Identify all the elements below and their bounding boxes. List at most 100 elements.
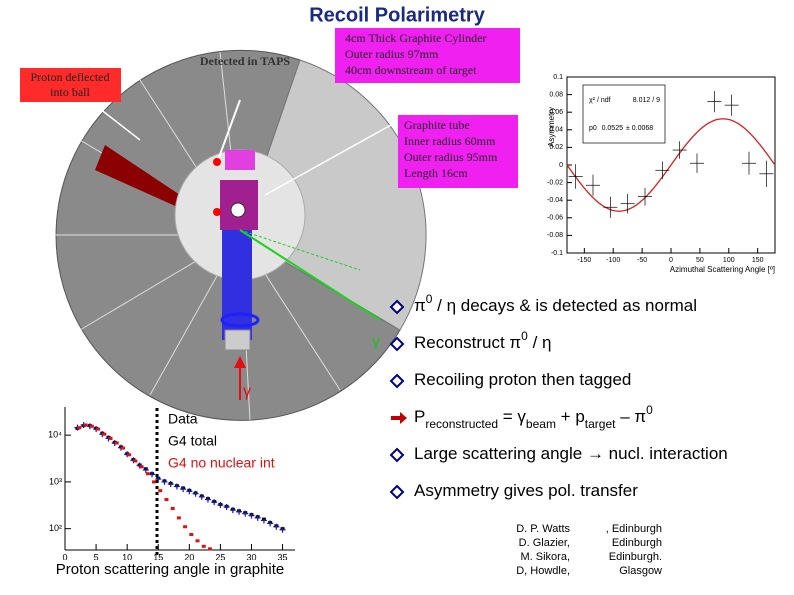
- text-part: / η: [528, 333, 552, 352]
- author-name: D, Howdle,: [516, 565, 570, 577]
- bullet: [389, 336, 405, 352]
- x-tick-label: 20: [184, 552, 194, 562]
- y-tick-label: 0.06: [549, 109, 563, 116]
- data-point: [236, 508, 243, 515]
- data-point: [183, 525, 188, 529]
- data-point: [279, 526, 286, 533]
- x-axis-label: Azimuthal Scattering Angle [º]: [670, 265, 775, 274]
- data-point: [198, 493, 205, 500]
- author-name: M. Sikora,: [520, 551, 570, 563]
- data-point: [114, 441, 119, 445]
- data-point: [273, 523, 280, 530]
- x-tick-label: 15: [153, 552, 163, 562]
- tube-ring: [220, 312, 260, 328]
- stats-text: 0.0525: [602, 125, 624, 132]
- data-point: [192, 490, 199, 497]
- gamma-track: [239, 229, 381, 321]
- callout-text: Inner radius 60mm: [404, 134, 496, 148]
- x-tick-label: -50: [637, 257, 647, 264]
- y-tick-label: 0.02: [549, 144, 563, 151]
- data-point: [145, 472, 150, 476]
- slide-title: Recoil Polarimetry: [309, 4, 486, 26]
- label-bg: [30, 560, 310, 580]
- legend-label: G4 total: [168, 433, 217, 449]
- text-part: Large scattering angle → nucl. interacti…: [414, 444, 728, 463]
- data-point: [204, 496, 211, 503]
- data-point: [127, 453, 132, 457]
- data-point: [89, 424, 94, 428]
- text-part: 0: [426, 292, 433, 306]
- data-point: [102, 432, 107, 436]
- author-place: Glasgow: [619, 565, 662, 577]
- stats-text: p0: [589, 125, 597, 132]
- data-point: [164, 498, 169, 502]
- bullet: [389, 373, 405, 389]
- x-tick-label: 50: [696, 257, 704, 264]
- y-tick-label: -0.08: [547, 232, 563, 239]
- fit-curve: [566, 118, 776, 212]
- data-point: [77, 426, 82, 430]
- pointer: [94, 104, 141, 141]
- data-point: [223, 504, 230, 511]
- callout-text: Length 16cm: [404, 166, 468, 180]
- author-name: D. P. Watts: [516, 523, 570, 535]
- x-tick-label: 30: [246, 552, 256, 562]
- bullet-text: Reconstruct π0 / η: [414, 329, 551, 352]
- beam-arrow-head: [234, 356, 246, 368]
- gamma-track: [239, 229, 361, 271]
- x-tick-label: 150: [752, 257, 764, 264]
- text-part: = γ: [498, 407, 526, 426]
- detector-drawing: [55, 49, 427, 421]
- author-name: D. Glazier,: [519, 537, 570, 549]
- data-point: [96, 427, 101, 431]
- callout-text: Detected in TAPS: [200, 54, 291, 68]
- arrow-bullet: [391, 412, 407, 424]
- stats-text: χ² / ndf: [589, 97, 611, 104]
- legend-label: G4 no nuclear int: [168, 455, 275, 471]
- x-axis-label: Proton scattering angle in graphite: [56, 561, 284, 578]
- stats-box: [582, 84, 666, 144]
- data-point: [254, 514, 261, 521]
- data-point: [186, 488, 193, 495]
- text-part: Recoiling proton then tagged: [414, 370, 631, 389]
- bullet: [389, 299, 405, 315]
- tube-end: [224, 329, 251, 351]
- y-tick-label: 10⁴: [48, 430, 62, 440]
- callout-text: Outer radius 97mm: [345, 47, 439, 61]
- data-point: [173, 483, 180, 490]
- blue-tube: [222, 215, 252, 340]
- text-part: Asymmetry gives pol. transfer: [414, 481, 638, 500]
- text-part: 0: [646, 403, 653, 417]
- y-tick-label: -0.02: [547, 179, 563, 186]
- pointer: [264, 119, 401, 196]
- data-point: [161, 478, 168, 485]
- y-tick-label: 0.08: [549, 91, 563, 98]
- callout-box: [398, 115, 518, 188]
- text-part: 0: [521, 329, 528, 343]
- text-part: Reconstruct π: [414, 333, 521, 352]
- stats-text: ± 0.0068: [626, 125, 653, 132]
- callout-box: [20, 68, 121, 102]
- author-place: , Edinburgh: [606, 523, 662, 535]
- x-tick-label: 5: [94, 552, 99, 562]
- callout-text: 4cm Thick Graphite Cylinder: [345, 31, 486, 45]
- callout-text: Proton deflected: [31, 70, 110, 84]
- text-part: + p: [556, 407, 585, 426]
- data-point: [133, 459, 138, 463]
- data-point: [248, 512, 255, 519]
- x-tick-label: 10: [122, 552, 132, 562]
- data-point: [170, 507, 175, 511]
- data-point: [201, 544, 206, 548]
- data-point: [195, 539, 200, 543]
- y-axis-label: Asymmetry: [547, 107, 556, 147]
- author-place: Edinburgh: [612, 537, 662, 549]
- bullet: [389, 447, 405, 463]
- callout-text: Graphite tube: [404, 118, 470, 132]
- data-point: [152, 480, 157, 484]
- text-part: P: [414, 407, 425, 426]
- gamma-label: γ: [372, 333, 380, 350]
- x-tick-label: -100: [606, 257, 620, 264]
- data-point: [207, 547, 212, 551]
- y-tick-label: -0.06: [547, 215, 563, 222]
